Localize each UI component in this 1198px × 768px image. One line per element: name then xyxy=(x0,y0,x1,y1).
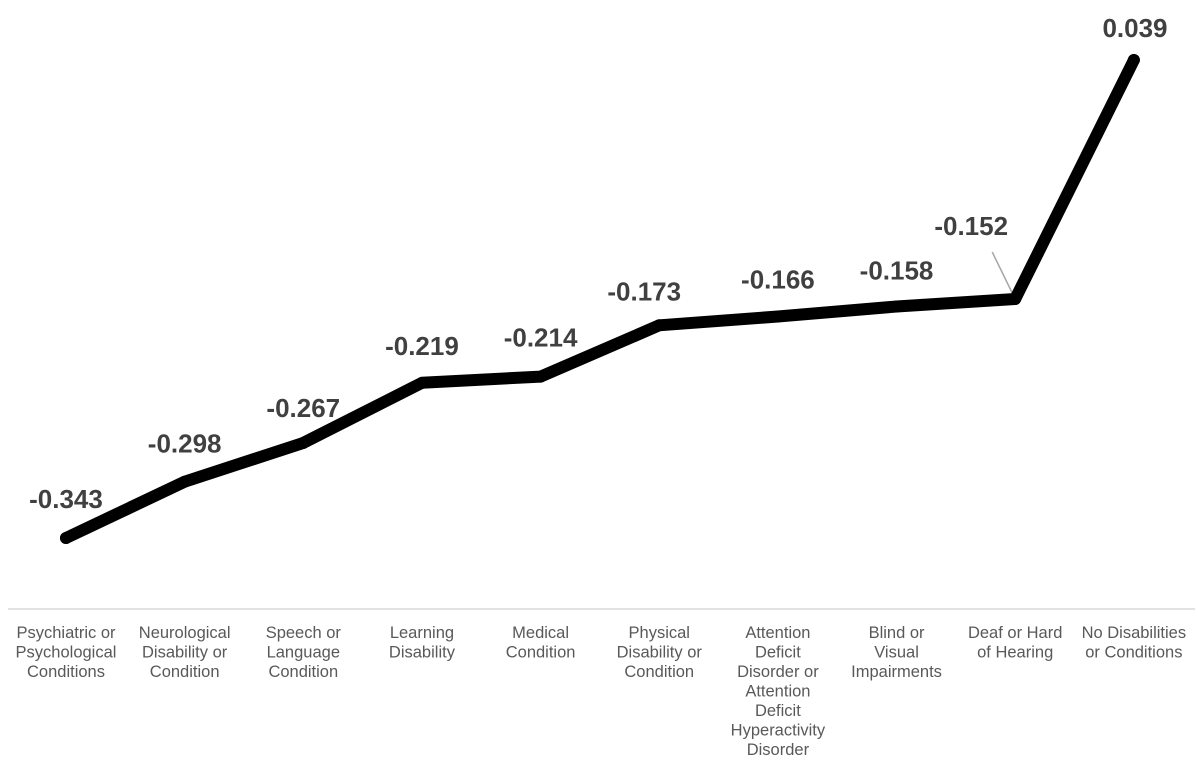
data-label-1: -0.343 xyxy=(29,484,103,514)
category-label-7: Attention Deficit Disorder or Attention Defi… xyxy=(731,624,826,759)
data-label-7: -0.166 xyxy=(741,265,815,295)
series-line xyxy=(60,54,1140,544)
category-label-6: Physical Disability or Condition xyxy=(617,624,703,681)
category-labels: Psychiatric or Psychological Conditions Neu… xyxy=(16,624,1187,759)
data-labels: -0.343 -0.298 -0.267 -0.219 -0.214 -0.173 -0.1… xyxy=(29,13,1167,514)
category-label-10: No Disabilities or Conditions xyxy=(1082,624,1187,662)
category-label-5: Medical Condition xyxy=(506,624,576,662)
data-point-7 xyxy=(771,310,784,323)
data-point-6 xyxy=(653,319,666,332)
data-label-8: -0.158 xyxy=(860,256,934,286)
category-label-3: Speech or Language Condition xyxy=(266,624,342,681)
data-point-10 xyxy=(1127,54,1140,66)
data-label-3: -0.267 xyxy=(266,393,340,423)
data-point-8 xyxy=(890,300,903,313)
data-label-5: -0.214 xyxy=(504,323,578,353)
data-label-2: -0.298 xyxy=(148,429,222,459)
category-label-9: Deaf or Hard of Hearing xyxy=(968,624,1062,662)
category-label-8: Blind or Visual Impairments xyxy=(851,624,942,681)
data-label-6: -0.173 xyxy=(607,276,681,306)
data-label-4: -0.219 xyxy=(385,331,459,361)
category-label-2: Neurological Disability or Condition xyxy=(139,624,231,681)
category-label-4: Learning Disability xyxy=(389,624,456,662)
data-points xyxy=(60,54,1140,544)
data-point-2 xyxy=(178,475,191,488)
data-point-9 xyxy=(1009,293,1022,305)
data-label-10: 0.039 xyxy=(1102,13,1167,43)
category-label-1: Psychiatric or Psychological Conditions xyxy=(16,624,117,681)
data-point-4 xyxy=(415,376,428,389)
data-point-5 xyxy=(534,370,547,383)
data-point-1 xyxy=(60,532,72,544)
leader-lines xyxy=(991,251,1014,296)
leader-line xyxy=(991,251,1014,296)
data-point-3 xyxy=(297,436,310,449)
data-label-9: -0.152 xyxy=(934,211,1008,241)
